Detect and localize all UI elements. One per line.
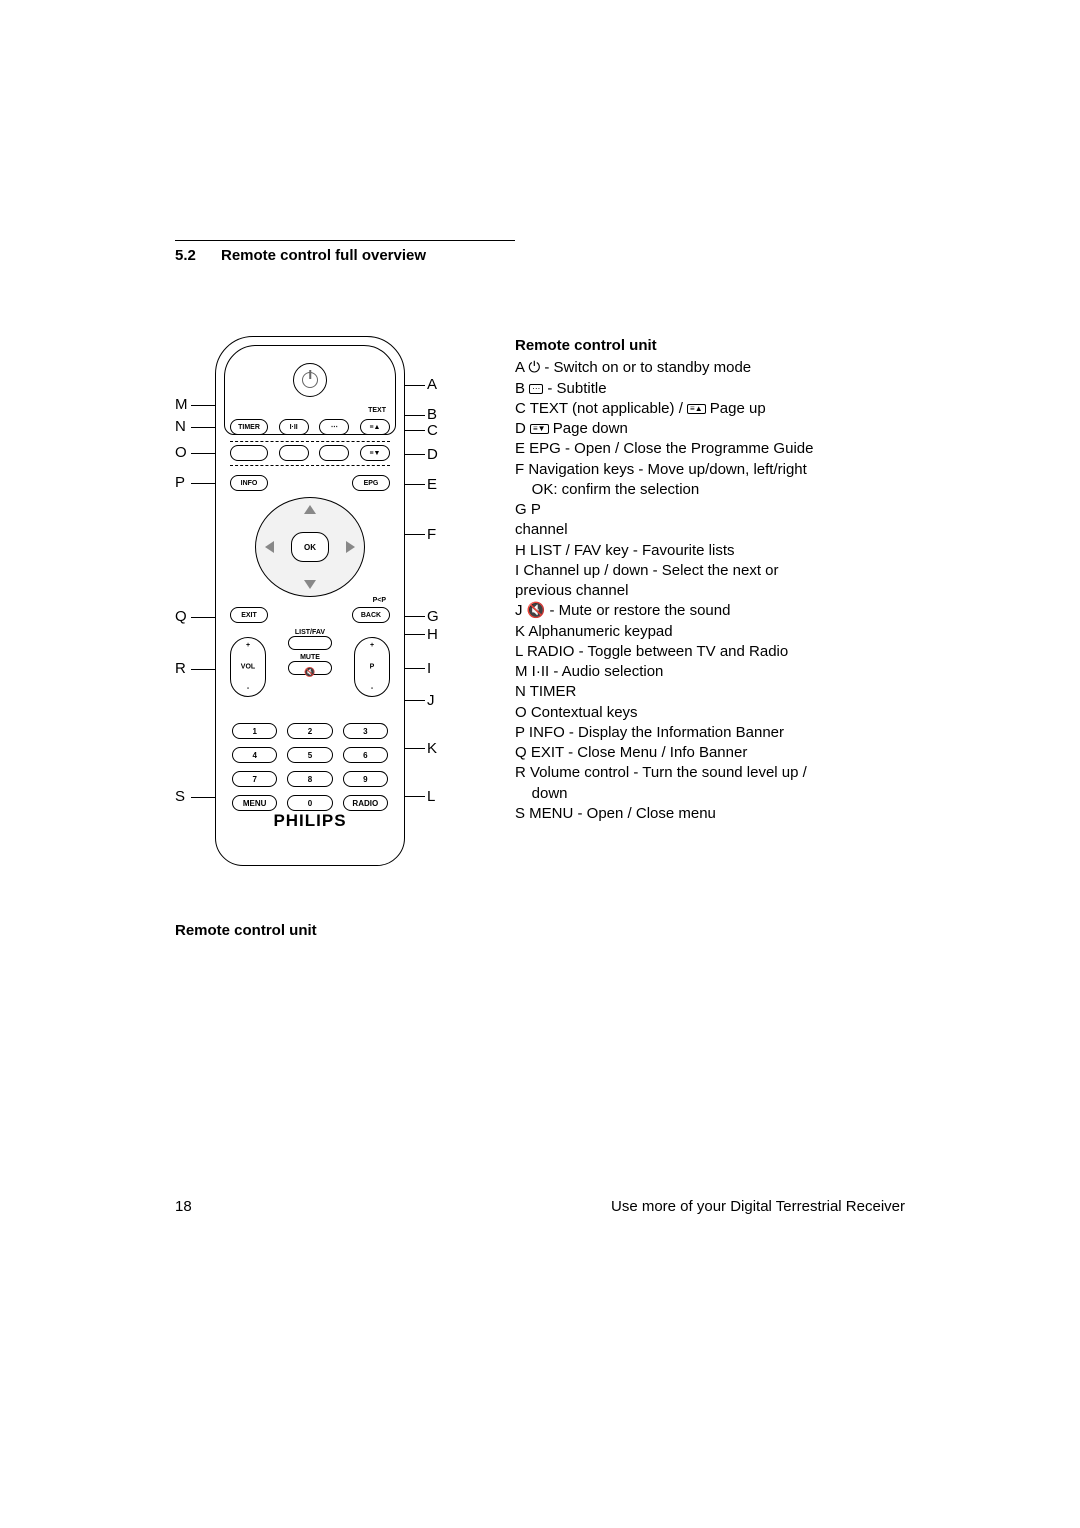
key-4: 4 — [232, 747, 277, 763]
menu-button: MENU — [232, 795, 277, 811]
label-G: G — [427, 608, 439, 625]
key-3: 3 — [343, 723, 388, 739]
legend-item: Q EXIT - Close Menu / Info Banner — [515, 743, 905, 763]
label-Q: Q — [175, 608, 187, 625]
label-J: J — [427, 692, 435, 709]
legend-item: N TIMER — [515, 682, 905, 702]
pp-label: P<P — [373, 597, 386, 604]
legend-item: G P — [515, 500, 905, 520]
key-8: 8 — [287, 771, 332, 787]
nav-left-icon — [265, 541, 274, 553]
section-heading: Remote control full overview — [221, 247, 426, 264]
key-7: 7 — [232, 771, 277, 787]
section-number: 5.2 — [175, 247, 221, 264]
label-E: E — [427, 476, 437, 493]
subtitle-button: ⋯ — [319, 419, 349, 435]
label-H: H — [427, 626, 438, 643]
legend: Remote control unit A ⏻ - Switch on or t… — [515, 336, 905, 939]
ok-button: OK — [291, 532, 329, 562]
label-S: S — [175, 788, 185, 805]
key-5: 5 — [287, 747, 332, 763]
pagedown-button: ≡▼ — [360, 445, 390, 461]
label-B: B — [427, 406, 437, 423]
page-number: 18 — [175, 1198, 192, 1215]
label-P: P — [175, 474, 185, 491]
nav-up-icon — [304, 505, 316, 514]
label-K: K — [427, 740, 437, 757]
exit-button: EXIT — [230, 607, 268, 623]
listfav-button — [288, 636, 332, 650]
key-2: 2 — [287, 723, 332, 739]
label-N: N — [175, 418, 186, 435]
legend-item: E EPG - Open / Close the Programme Guide — [515, 439, 905, 459]
brand-logo: PHILIPS — [216, 811, 404, 831]
back-button: BACK — [352, 607, 390, 623]
legend-item: F Navigation keys - Move up/down, left/r… — [515, 460, 905, 480]
legend-item: O Contextual keys — [515, 703, 905, 723]
legend-item: D ≡▼ Page down — [515, 419, 905, 439]
power-icon — [302, 372, 318, 388]
key-0: 0 — [287, 795, 332, 811]
radio-button: RADIO — [343, 795, 388, 811]
remote-diagram: M N O P Q R S A B C D E — [175, 336, 455, 896]
legend-item: M I·II - Audio selection — [515, 662, 905, 682]
volume-rocker: +VOL- — [230, 637, 266, 697]
label-I: I — [427, 660, 431, 677]
key-9: 9 — [343, 771, 388, 787]
navigation-pad: OK — [255, 497, 365, 597]
legend-item: S MENU - Open / Close menu — [515, 804, 905, 824]
nav-down-icon — [304, 580, 316, 589]
listfav-label: LIST/FAV — [288, 629, 332, 636]
text-label: TEXT — [368, 407, 386, 414]
power-button — [293, 363, 327, 397]
label-F: F — [427, 526, 436, 543]
ctx-green — [279, 445, 309, 461]
key-1: 1 — [232, 723, 277, 739]
legend-item: J 🔇 - Mute or restore the sound — [515, 601, 905, 621]
legend-item: C TEXT (not applicable) / ≡▲ Page up — [515, 399, 905, 419]
legend-item: B ⋯ - Subtitle — [515, 379, 905, 399]
channel-rocker: +P- — [354, 637, 390, 697]
label-L: L — [427, 788, 435, 805]
mute-icon: 🔇 — [304, 667, 315, 678]
timer-button: TIMER — [230, 419, 268, 435]
audio-sel-button: I·II — [279, 419, 309, 435]
pageup-button: ≡▲ — [360, 419, 390, 435]
nav-right-icon — [346, 541, 355, 553]
label-A: A — [427, 376, 437, 393]
key-6: 6 — [343, 747, 388, 763]
label-D: D — [427, 446, 438, 463]
legend-item: P INFO - Display the Information Banner — [515, 723, 905, 743]
ctx-yellow — [319, 445, 349, 461]
info-button: INFO — [230, 475, 268, 491]
footer-text: Use more of your Digital Terrestrial Rec… — [611, 1198, 905, 1215]
legend-item: H LIST / FAV key - Favourite lists — [515, 541, 905, 561]
label-O: O — [175, 444, 187, 461]
numeric-keypad: 1 2 3 4 5 6 7 8 9 MENU 0 RADIO — [232, 723, 388, 811]
label-R: R — [175, 660, 186, 677]
label-M: M — [175, 396, 188, 413]
ctx-red — [230, 445, 268, 461]
mute-label: MUTE — [288, 654, 332, 661]
figure-caption: Remote control unit — [175, 922, 455, 939]
legend-item: K Alphanumeric keypad — [515, 622, 905, 642]
legend-item: I Channel up / down - Select the next or — [515, 561, 905, 581]
legend-item: R Volume control - Turn the sound level … — [515, 763, 905, 783]
mute-button: 🔇 — [288, 661, 332, 675]
legend-item: L RADIO - Toggle between TV and Radio — [515, 642, 905, 662]
section-title: 5.2Remote control full overview — [175, 247, 905, 264]
legend-heading: Remote control unit — [515, 336, 905, 356]
legend-item: A ⏻ - Switch on or to standby mode — [515, 358, 905, 378]
label-C: C — [427, 422, 438, 439]
page-footer: 18 Use more of your Digital Terrestrial … — [175, 1198, 905, 1215]
epg-button: EPG — [352, 475, 390, 491]
